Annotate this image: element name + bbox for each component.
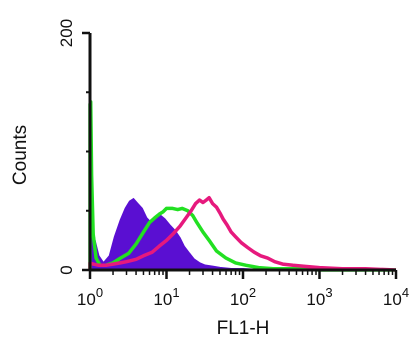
histogram-series-2 <box>88 99 396 272</box>
y-axis-label: Counts <box>10 125 31 185</box>
y-tick-label: 0 <box>57 265 76 274</box>
x-tick-label: 101 <box>153 285 179 309</box>
plot-area: 0 200 100 101 102 103 104 <box>57 19 409 309</box>
x-tick-label: 104 <box>383 285 409 309</box>
histogram-series-3 <box>88 195 397 272</box>
x-tick-label: 103 <box>306 285 332 309</box>
y-tick-label: 200 <box>57 19 76 47</box>
x-tick-label: 102 <box>230 285 256 309</box>
tick-layer: 0 200 100 101 102 103 104 <box>57 19 409 309</box>
x-axis-label: FL1-H <box>217 318 270 339</box>
x-tick-label: 100 <box>77 285 103 309</box>
series-layer <box>88 99 397 272</box>
